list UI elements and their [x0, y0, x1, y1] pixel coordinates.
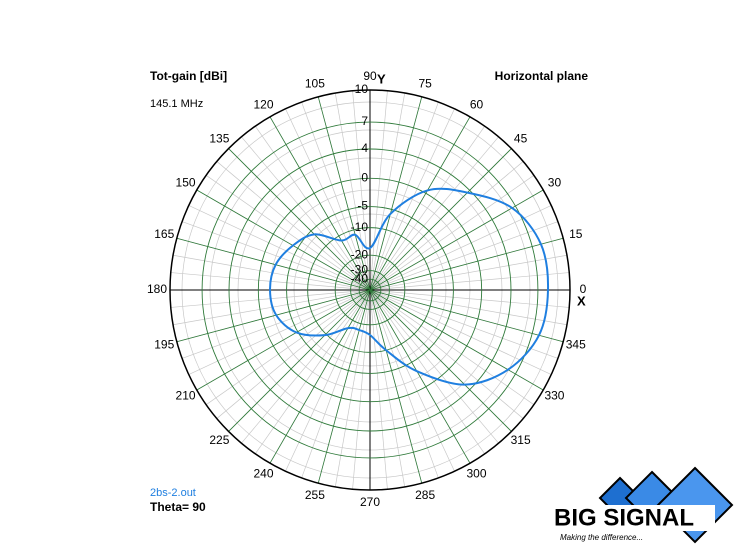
- angle-label: 255: [305, 488, 325, 502]
- ring: [228, 148, 512, 432]
- spoke: [269, 289, 371, 464]
- ring: [307, 227, 433, 353]
- plane-label: Horizontal plane: [495, 69, 589, 83]
- angle-label: 195: [154, 337, 174, 351]
- logo: BIG SIGNAL Making the difference...: [552, 466, 734, 544]
- x-axis-label: X: [577, 293, 586, 308]
- ring: [257, 177, 483, 403]
- chart-title: Tot-gain [dBi]: [150, 69, 227, 83]
- spoke: [369, 289, 544, 391]
- r-tick-label: 7: [361, 114, 368, 128]
- angle-label: 300: [466, 467, 486, 481]
- y-axis-label: Y: [377, 71, 386, 86]
- angle-label: 30: [548, 176, 562, 190]
- outer-ring: [169, 89, 571, 491]
- spoke: [369, 289, 423, 484]
- r-tick-label: -5: [357, 199, 368, 213]
- spoke: [196, 289, 371, 391]
- angle-label: 0: [580, 282, 587, 296]
- angle-label: 135: [209, 132, 229, 146]
- angle-label: 75: [418, 76, 432, 90]
- angle-label: 150: [176, 176, 196, 190]
- spoke: [369, 289, 471, 464]
- ring: [350, 270, 390, 310]
- spoke: [228, 289, 371, 432]
- subtitle: 145.1 MHz: [150, 98, 203, 110]
- spoke: [369, 237, 564, 291]
- r-tick-label: 10: [355, 82, 369, 96]
- angle-label: 315: [511, 433, 531, 447]
- angle-label: 105: [305, 76, 325, 90]
- spoke: [369, 289, 564, 343]
- angle-label: 225: [209, 433, 229, 447]
- grid: [169, 89, 571, 491]
- spoke: [317, 96, 371, 291]
- angle-label: 15: [569, 227, 583, 241]
- logo-tagline: Making the difference...: [560, 533, 643, 542]
- angle-label: 270: [360, 495, 380, 509]
- angle-label: 330: [544, 389, 564, 403]
- spoke: [269, 116, 371, 291]
- spoke: [369, 289, 512, 432]
- angle-label: 180: [147, 282, 167, 296]
- r-tick-label: -20: [351, 247, 369, 261]
- angle-label: 90: [363, 69, 377, 83]
- ring: [334, 254, 406, 326]
- spoke: [176, 289, 371, 343]
- ring: [286, 206, 454, 374]
- angle-label: 45: [514, 132, 528, 146]
- angle-label: 165: [154, 227, 174, 241]
- note: Theta= 90: [150, 500, 206, 514]
- spoke: [317, 289, 371, 484]
- spoke: [369, 116, 471, 291]
- spoke: [228, 148, 371, 291]
- r-tick-label: -10: [351, 220, 369, 234]
- spoke: [176, 237, 371, 291]
- spoke: [369, 189, 544, 291]
- r-tick-label: 4: [361, 141, 368, 155]
- r-tick-label: -30: [351, 263, 369, 277]
- ring: [201, 121, 539, 459]
- pattern-line: [269, 187, 550, 386]
- angle-label: 120: [253, 98, 273, 112]
- ring: [358, 278, 382, 302]
- angle-label: 345: [566, 337, 586, 351]
- spoke: [196, 189, 371, 291]
- angle-label: 285: [415, 488, 435, 502]
- angle-label: 240: [253, 467, 273, 481]
- angle-label: 210: [176, 389, 196, 403]
- r-tick-label: 0: [361, 170, 368, 184]
- r-tick-label: -40: [351, 271, 369, 285]
- logo-text: BIG SIGNAL: [554, 504, 694, 531]
- legend-entry: 2bs-2.out: [150, 487, 196, 499]
- angle-label: 60: [470, 98, 484, 112]
- spoke: [369, 96, 423, 291]
- spoke: [369, 148, 512, 291]
